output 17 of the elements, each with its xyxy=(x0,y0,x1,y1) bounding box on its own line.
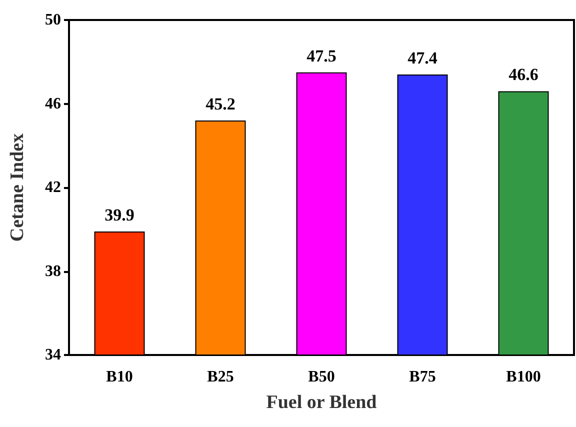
y-tick-label: 50 xyxy=(45,12,61,28)
data-label: 39.9 xyxy=(104,205,134,224)
data-label: 46.6 xyxy=(508,65,538,84)
y-tick-label: 42 xyxy=(45,179,61,196)
data-label: 47.4 xyxy=(408,48,438,68)
y-tick-label: 46 xyxy=(45,95,61,112)
y-axis-title: Cetane Index xyxy=(7,132,28,242)
x-axis-title: Fuel or Blend xyxy=(266,392,378,413)
data-label: 47.5 xyxy=(306,46,336,66)
x-tick-label: B50 xyxy=(308,368,335,386)
y-tick-label: 38 xyxy=(45,262,61,280)
x-tick-label: B100 xyxy=(506,368,541,386)
y-tick-label: 34 xyxy=(45,346,61,364)
data-label: 45.2 xyxy=(206,94,236,114)
x-tick-label: B75 xyxy=(409,368,436,386)
x-tick-label: B10 xyxy=(106,368,133,386)
x-tick-label: B25 xyxy=(207,368,234,386)
